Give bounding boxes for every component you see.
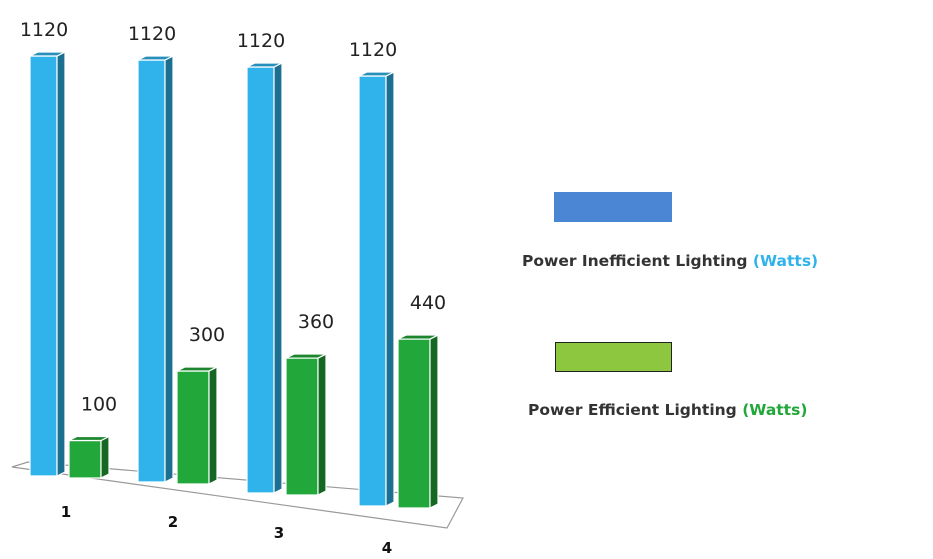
data-label-inefficient: 1120	[349, 39, 397, 61]
data-label-inefficient: 1120	[128, 23, 176, 45]
legend-swatch-efficient	[555, 342, 672, 372]
legend-series-name: Power Inefficient Lighting	[522, 252, 748, 270]
bar-inefficient-4-top	[358, 71, 395, 77]
category-label: 1	[61, 503, 71, 521]
bar-efficient-4-side	[429, 334, 439, 509]
bar-efficient-2-front	[176, 370, 210, 485]
bar-efficient-4-front	[397, 338, 431, 509]
legend-unit: (Watts)	[742, 401, 808, 419]
bar-efficient-3-side	[317, 353, 327, 496]
bar-inefficient-3	[246, 62, 283, 494]
chart-floor	[11, 461, 464, 529]
bar-inefficient-2-top	[137, 55, 174, 61]
bar-efficient-3	[285, 353, 327, 496]
bar-efficient-2	[176, 365, 218, 485]
data-label-efficient: 300	[189, 324, 225, 346]
bar-efficient-2-side	[208, 365, 218, 485]
bar-inefficient-3-side	[273, 62, 283, 494]
bar-inefficient-3-top	[246, 62, 283, 68]
bar-efficient-3-front	[285, 357, 319, 496]
bar-efficient-2-top	[176, 366, 218, 372]
bar-inefficient-1-front	[29, 55, 58, 477]
bar-efficient-4	[397, 334, 439, 509]
bar-efficient-1	[68, 435, 110, 479]
bar-inefficient-2-side	[164, 55, 174, 483]
legend-label-inefficient: Power Inefficient Lighting (Watts)	[522, 252, 818, 270]
bar-inefficient-1-top	[29, 51, 66, 57]
bar-efficient-1-top	[68, 435, 110, 442]
category-label: 3	[274, 524, 284, 542]
bar-efficient-3-top	[285, 353, 327, 359]
bar-inefficient-2-front	[137, 59, 166, 483]
bar-inefficient-3-front	[246, 66, 275, 494]
bar-inefficient-4-side	[385, 71, 395, 507]
category-label: 2	[168, 513, 178, 531]
bar-inefficient-4-front	[358, 75, 387, 507]
legend-swatch-inefficient	[554, 192, 672, 222]
bar-efficient-1-side	[100, 435, 110, 479]
data-label-efficient: 100	[81, 394, 117, 416]
bar-inefficient-1	[29, 51, 66, 477]
bar-efficient-4-top	[397, 334, 439, 340]
data-label-inefficient: 1120	[237, 30, 285, 52]
bar-inefficient-1-side	[56, 51, 66, 477]
data-label-efficient: 440	[410, 292, 446, 314]
legend-label-efficient: Power Efficient Lighting (Watts)	[528, 401, 807, 419]
legend-unit: (Watts)	[752, 252, 819, 270]
bar-inefficient-2	[137, 55, 174, 483]
bar-efficient-1-front	[68, 439, 102, 479]
data-label-efficient: 360	[298, 311, 334, 333]
bar-inefficient-4	[358, 71, 395, 507]
category-label: 4	[382, 539, 392, 557]
legend-series-name: Power Efficient Lighting	[528, 401, 737, 419]
data-label-inefficient: 1120	[20, 19, 68, 41]
